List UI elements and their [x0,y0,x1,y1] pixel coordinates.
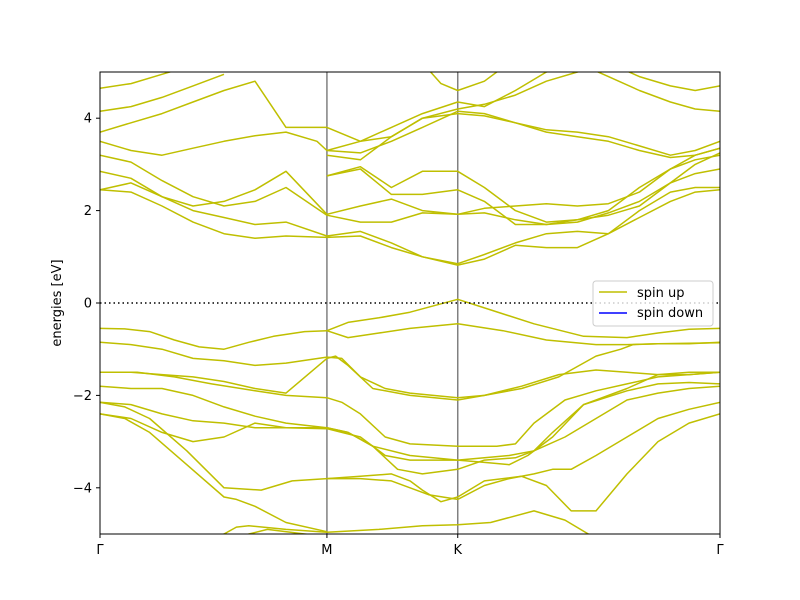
band-spin-up-2 [100,413,328,533]
band-spin-up-25 [100,72,173,89]
band-spin-up-10 [100,341,720,399]
band-spin-up-13 [326,298,720,339]
band-spin-up-24 [100,73,225,113]
x-tick-label-Γ: Γ [96,543,104,558]
x-tick-label-K: K [453,543,462,558]
y-axis-ticks: −4 −2 0 2 4 [73,112,100,496]
band-spin-up-12 [100,323,720,350]
band-spin-up-6 [100,381,720,466]
legend-label-spin-up: spin up [637,286,685,301]
x-tick-label-Γ: Γ [716,543,724,558]
y-tick-label: −4 [73,481,92,496]
band-spin-up-9 [100,371,720,447]
legend: spin up spin down [592,280,714,327]
y-axis-label: energies [eV] [50,259,65,346]
band-spin-up-15 [100,170,720,265]
band-spin-up-5 [326,401,720,501]
band-spin-up-14 [100,189,720,266]
band-spin-up-8 [100,385,720,461]
band-spin-up-20 [100,110,720,156]
band-spin-up-23 [326,72,720,152]
kpoint-lines [326,72,459,534]
band-spin-up-7 [100,371,720,475]
legend-label-spin-down: spin down [637,306,703,321]
y-tick-label: 4 [84,112,92,127]
band-spin-up-22 [326,72,720,161]
band-spin-up-11 [100,355,720,401]
band-spin-up-1 [221,510,590,534]
band-lines [100,72,720,534]
band-spin-up-19 [326,152,720,226]
band-spin-up-18 [326,147,720,223]
band-spin-up-4 [326,413,720,512]
band-spin-up-26 [429,72,499,92]
y-tick-label: −2 [73,389,92,404]
y-tick-label: 0 [84,297,92,312]
band-spin-up-3 [100,401,327,491]
band-spin-up-16 [100,154,720,226]
x-tick-label-M: M [321,543,332,558]
y-tick-label: 2 [84,204,92,219]
